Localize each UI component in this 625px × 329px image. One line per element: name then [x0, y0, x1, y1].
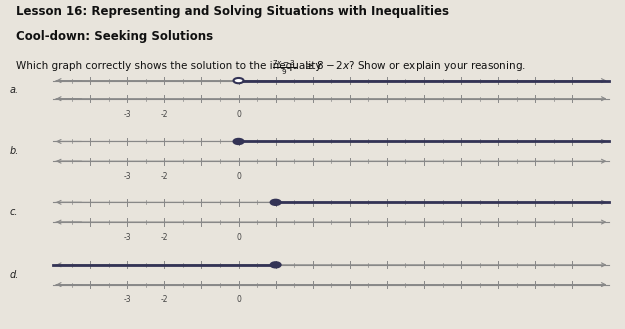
- Text: -3: -3: [124, 233, 131, 242]
- Text: Which graph correctly shows the solution to the inequality: Which graph correctly shows the solution…: [16, 61, 324, 71]
- Text: a.: a.: [9, 85, 19, 95]
- Text: $\frac{7x-3}{9}$: $\frac{7x-3}{9}$: [272, 59, 296, 77]
- Circle shape: [234, 139, 244, 144]
- Text: Cool-down: Seeking Solutions: Cool-down: Seeking Solutions: [16, 30, 212, 43]
- Text: b.: b.: [9, 146, 19, 156]
- Text: 0: 0: [236, 295, 241, 304]
- Text: -2: -2: [161, 233, 168, 242]
- Text: d.: d.: [9, 270, 19, 280]
- Text: -2: -2: [161, 172, 168, 181]
- Text: 0: 0: [236, 172, 241, 181]
- Text: $\geq\, 8 - 2x$? Show or explain your reasoning.: $\geq\, 8 - 2x$? Show or explain your re…: [302, 59, 526, 73]
- Circle shape: [271, 200, 281, 205]
- Text: 0: 0: [236, 110, 241, 118]
- Text: c.: c.: [9, 207, 18, 217]
- Text: -2: -2: [161, 295, 168, 304]
- Text: -3: -3: [124, 295, 131, 304]
- Text: -3: -3: [124, 110, 131, 118]
- Text: -2: -2: [161, 110, 168, 118]
- Text: Lesson 16: Representing and Solving Situations with Inequalities: Lesson 16: Representing and Solving Situ…: [16, 5, 449, 18]
- Text: 0: 0: [236, 233, 241, 242]
- Text: -3: -3: [124, 172, 131, 181]
- Circle shape: [271, 262, 281, 267]
- Circle shape: [234, 78, 244, 83]
